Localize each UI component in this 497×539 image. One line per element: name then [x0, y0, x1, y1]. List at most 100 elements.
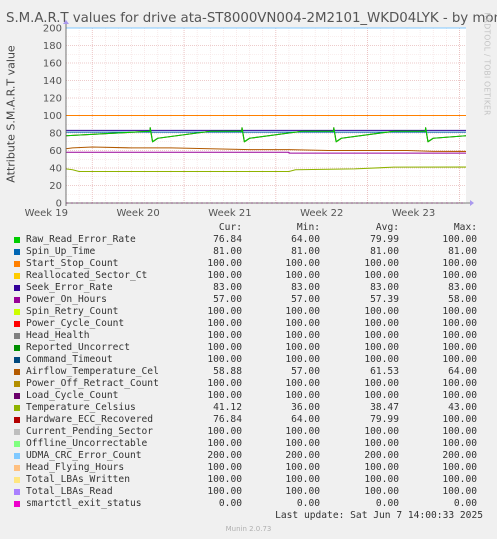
legend-cur: 100.00: [207, 390, 242, 401]
legend-avg: 100.00: [364, 318, 399, 329]
legend-avg: 83.00: [370, 282, 399, 293]
legend-name: smartctl_exit_status: [26, 498, 142, 509]
legend-min: 100.00: [285, 474, 320, 485]
legend-row: Head_Flying_Hours 100.00 100.00 100.00 100.0…: [14, 462, 484, 474]
y-tick-label: 20: [49, 181, 62, 192]
legend-cur: 58.88: [213, 366, 242, 377]
legend-swatch: [14, 297, 20, 303]
legend-max: 100.00: [442, 318, 477, 329]
legend-min: 81.00: [291, 246, 320, 257]
legend-swatch: [14, 357, 20, 363]
legend-cur: 100.00: [207, 342, 242, 353]
legend-swatch: [14, 465, 20, 471]
legend-cur: 100.00: [207, 306, 242, 317]
legend-name: Command_Timeout: [26, 354, 113, 365]
legend-swatch: [14, 429, 20, 435]
legend-row: Offline_Uncorrectable 100.00 100.00 100.00 1…: [14, 438, 484, 450]
legend-cur: 100.00: [207, 354, 242, 365]
legend-name: Reallocated_Sector_Ct: [26, 270, 148, 281]
x-axis-arrow: [470, 200, 474, 206]
y-tick-label: 180: [43, 41, 62, 52]
legend-max: 100.00: [442, 330, 477, 341]
legend-min: 100.00: [285, 354, 320, 365]
x-tick-label: Week 20: [116, 208, 159, 219]
legend-row: Total_LBAs_Written 100.00 100.00 100.00 100.…: [14, 474, 484, 486]
series-line: [65, 127, 467, 143]
legend-avg: 57.39: [370, 294, 399, 305]
legend-min: 100.00: [285, 258, 320, 269]
legend-rows: Raw_Read_Error_Rate 76.84 64.00 79.99 100.00…: [14, 234, 484, 510]
legend-swatch: [14, 345, 20, 351]
legend-min: 100.00: [285, 270, 320, 281]
legend-row: Load_Cycle_Count 100.00 100.00 100.00 100.00: [14, 390, 484, 402]
legend-cur: 0.00: [218, 498, 242, 509]
legend-name: Spin_Retry_Count: [26, 306, 119, 317]
legend-max: 64.00: [448, 366, 477, 377]
legend-max: 100.00: [442, 390, 477, 401]
legend-min: 36.00: [291, 402, 320, 413]
legend-avg: 0.00: [375, 498, 399, 509]
y-tick-label: 40: [49, 164, 62, 175]
legend-max: 100.00: [442, 486, 477, 497]
munin-version: Munin 2.0.73: [225, 525, 272, 533]
legend-row: UDMA_CRC_Error_Count 200.00 200.00 200.00 20…: [14, 450, 484, 462]
x-tick-label: Week 19: [25, 208, 68, 219]
legend-name: Total_LBAs_Written: [26, 474, 130, 485]
legend-cur: 100.00: [207, 318, 242, 329]
y-tick-label: 80: [49, 129, 62, 140]
legend-cur: 100.00: [207, 462, 242, 473]
legend-cur: 41.12: [213, 402, 242, 413]
y-tick-label: 0: [56, 199, 62, 210]
legend-name: Seek_Error_Rate: [26, 282, 113, 293]
legend-min: 200.00: [285, 450, 320, 461]
legend-swatch: [14, 405, 20, 411]
legend-min: 0.00: [296, 498, 320, 509]
legend-header-min: Min:: [296, 222, 320, 233]
legend-avg: 100.00: [364, 390, 399, 401]
legend-min: 100.00: [285, 462, 320, 473]
legend-max: 81.00: [448, 246, 477, 257]
legend-header: Cur: Min: Avg: Max:: [14, 222, 484, 234]
legend-avg: 200.00: [364, 450, 399, 461]
legend-swatch: [14, 477, 20, 483]
legend-avg: 79.99: [370, 234, 399, 245]
legend-avg: 79.99: [370, 414, 399, 425]
legend-avg: 100.00: [364, 330, 399, 341]
legend-header-cur: Cur:: [218, 222, 242, 233]
legend-swatch: [14, 369, 20, 375]
legend-min: 100.00: [285, 318, 320, 329]
legend-max: 100.00: [442, 306, 477, 317]
legend-row: Raw_Read_Error_Rate 76.84 64.00 79.99 100.00: [14, 234, 484, 246]
legend-row: Spin_Retry_Count 100.00 100.00 100.00 100.00: [14, 306, 484, 318]
legend-cur: 76.84: [213, 234, 242, 245]
legend-row: Airflow_Temperature_Cel 58.88 57.00 61.53 64…: [14, 366, 484, 378]
legend-min: 83.00: [291, 282, 320, 293]
legend-min: 100.00: [285, 438, 320, 449]
legend-name: Head_Flying_Hours: [26, 462, 125, 473]
y-tick-label: 140: [43, 76, 62, 87]
legend-name: Start_Stop_Count: [26, 258, 119, 269]
legend-swatch: [14, 489, 20, 495]
legend-max: 100.00: [442, 234, 477, 245]
legend-avg: 61.53: [370, 366, 399, 377]
y-tick-label: 160: [43, 59, 62, 70]
legend-row: Total_LBAs_Read 100.00 100.00 100.00 100.00: [14, 486, 484, 498]
legend-name: Raw_Read_Error_Rate: [26, 234, 136, 245]
legend-avg: 100.00: [364, 342, 399, 353]
legend-avg: 100.00: [364, 354, 399, 365]
legend-name: Load_Cycle_Count: [26, 390, 119, 401]
legend-name: Power_Cycle_Count: [26, 318, 125, 329]
legend-cur: 100.00: [207, 486, 242, 497]
legend-name: Power_On_Hours: [26, 294, 107, 305]
legend-row: Command_Timeout 100.00 100.00 100.00 100.00: [14, 354, 484, 366]
legend-min: 100.00: [285, 390, 320, 401]
y-tick-label: 100: [43, 111, 62, 122]
legend-max: 100.00: [442, 270, 477, 281]
legend-max: 100.00: [442, 378, 477, 389]
legend-min: 64.00: [291, 414, 320, 425]
legend-cur: 81.00: [213, 246, 242, 257]
legend-cur: 100.00: [207, 438, 242, 449]
series-line: [65, 166, 467, 173]
legend-max: 0.00: [453, 498, 477, 509]
series-line: [66, 151, 466, 154]
